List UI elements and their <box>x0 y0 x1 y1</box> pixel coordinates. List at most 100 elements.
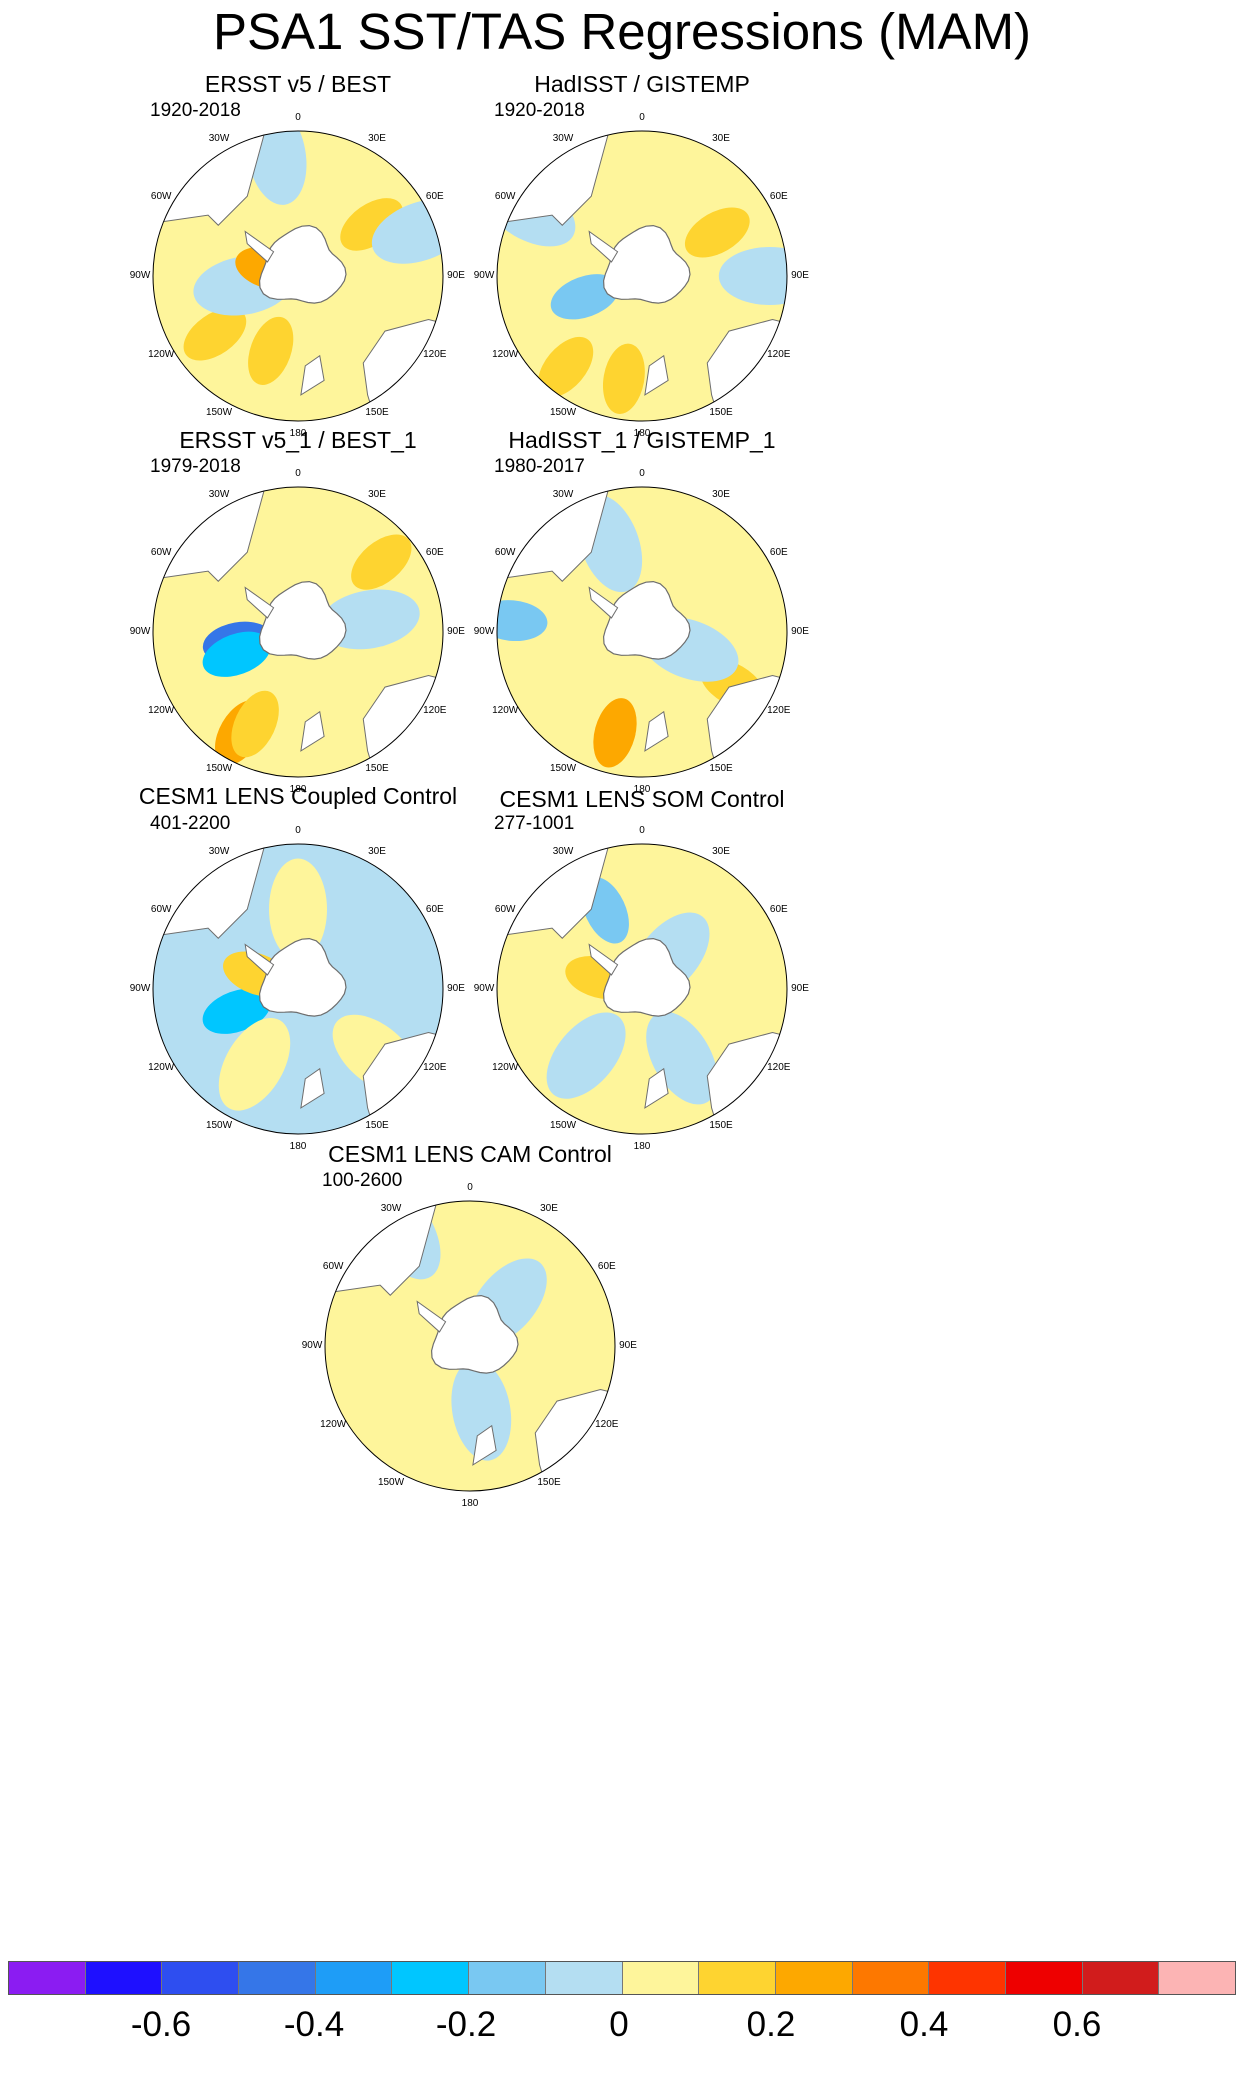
longitude-label: 120W <box>148 349 175 360</box>
longitude-label: 180 <box>289 428 307 439</box>
antarctica-landmass <box>602 224 691 304</box>
anomaly-region <box>537 336 594 398</box>
anomaly-region <box>602 343 645 414</box>
longitude-label: 0 <box>295 468 301 479</box>
panel-period: 1920-2018 <box>494 100 585 121</box>
longitude-label: 150E <box>365 762 389 774</box>
longitude-label: 150E <box>365 406 389 418</box>
longitude-label: 30W <box>552 133 574 145</box>
anomaly-region <box>451 1360 512 1461</box>
colorbar-tick-label: 0.2 <box>746 2005 796 2044</box>
colorbar-cell <box>1005 1962 1083 1994</box>
africa-landmass <box>556 1201 615 1243</box>
longitude-label: 90E <box>791 626 809 637</box>
longitude-label: 90W <box>473 270 495 281</box>
anomaly-region <box>684 207 750 258</box>
longitude-label: 60W <box>494 547 516 558</box>
colorbar-cell <box>469 1962 546 1994</box>
panel-period: 1920-2018 <box>150 100 241 121</box>
colorbar-tick-label: 0.6 <box>1052 2005 1102 2044</box>
longitude-label: 120W <box>320 1419 347 1430</box>
longitude-label: 90W <box>129 983 151 994</box>
longitude-label: 60W <box>494 191 516 202</box>
longitude-label: 120E <box>595 1419 619 1430</box>
longitude-label: 150E <box>709 1119 733 1131</box>
africa-landmass <box>384 131 443 173</box>
antarctic-peninsula <box>588 586 619 619</box>
longitude-label: 60E <box>425 191 444 202</box>
longitude-label: 0 <box>639 825 645 836</box>
longitude-label: 90E <box>447 983 465 994</box>
longitude-label: 180 <box>633 1141 651 1152</box>
longitude-label: 180 <box>289 784 307 795</box>
longitude-label: 30W <box>552 489 574 501</box>
antarctic-peninsula <box>588 230 619 263</box>
longitude-label: 120E <box>767 1062 791 1073</box>
map-outline <box>324 1200 616 1492</box>
longitude-label: 30W <box>208 489 230 501</box>
colorbar-cell <box>545 1962 623 1994</box>
antarctica-landmass <box>258 224 347 304</box>
colorbar-cell <box>162 1962 240 1994</box>
panel-title: HadISST / GISTEMP <box>534 71 750 97</box>
anomaly-region <box>246 131 307 205</box>
longitude-label: 30W <box>552 846 574 858</box>
longitude-label: 60W <box>494 904 516 915</box>
longitude-label: 120E <box>423 705 447 716</box>
longitude-label: 180 <box>633 428 651 439</box>
anomaly-region <box>248 316 294 385</box>
map-outline <box>496 130 788 422</box>
longitude-label: 60W <box>150 191 172 202</box>
longitude-label: 30E <box>368 489 386 501</box>
colorbar-cell <box>315 1962 393 1994</box>
longitude-label: 90W <box>473 983 495 994</box>
longitude-label: 90E <box>447 270 465 281</box>
longitude-label: 60W <box>322 1261 344 1272</box>
longitude-label: 90E <box>791 270 809 281</box>
longitude-label: 0 <box>639 468 645 479</box>
longitude-label: 60W <box>150 904 172 915</box>
polar-map <box>496 843 788 1135</box>
longitude-label: 120E <box>423 349 447 360</box>
longitude-label: 60E <box>425 547 444 558</box>
longitude-label: 180 <box>289 1141 307 1152</box>
anomaly-region <box>269 858 327 961</box>
longitude-label: 150W <box>205 406 233 418</box>
antarctic-peninsula <box>416 1300 447 1333</box>
polar-map <box>152 486 444 778</box>
new-zealand-landmass <box>300 1067 325 1109</box>
polar-map <box>152 130 444 422</box>
africa-landmass <box>384 844 443 886</box>
longitude-label: 150E <box>709 406 733 418</box>
longitude-label: 0 <box>295 825 301 836</box>
longitude-label: 150W <box>549 1119 577 1131</box>
new-zealand-landmass <box>472 1424 497 1466</box>
map-outline <box>152 130 444 422</box>
longitude-label: 30E <box>712 846 730 858</box>
panel-period: 1980-2017 <box>494 456 585 477</box>
longitude-label: 90W <box>473 626 495 637</box>
longitude-label: 30W <box>380 1203 402 1215</box>
new-zealand-landmass <box>300 354 325 396</box>
longitude-label: 90W <box>129 270 151 281</box>
anomaly-region <box>546 1012 626 1099</box>
anomaly-region <box>183 307 247 361</box>
longitude-label: 30E <box>540 1203 558 1215</box>
panel-title: CESM1 LENS CAM Control <box>328 1141 612 1167</box>
longitude-label: 120W <box>492 349 519 360</box>
panel-period: 1979-2018 <box>150 456 241 477</box>
longitude-label: 150W <box>377 1476 405 1488</box>
anomaly-region <box>718 247 787 305</box>
anomaly-region <box>202 988 271 1034</box>
longitude-label: 180 <box>633 784 651 795</box>
colorbar-cell <box>392 1962 470 1994</box>
colorbar-cell <box>699 1962 776 1994</box>
new-zealand-landmass <box>300 710 325 752</box>
panel-period: 100-2600 <box>322 1170 403 1191</box>
new-zealand-landmass <box>644 710 669 752</box>
map-outline <box>152 486 444 778</box>
anomaly-region <box>593 698 637 768</box>
longitude-label: 150W <box>549 406 577 418</box>
longitude-label: 150E <box>365 1119 389 1131</box>
antarctica-landmass <box>602 937 691 1017</box>
